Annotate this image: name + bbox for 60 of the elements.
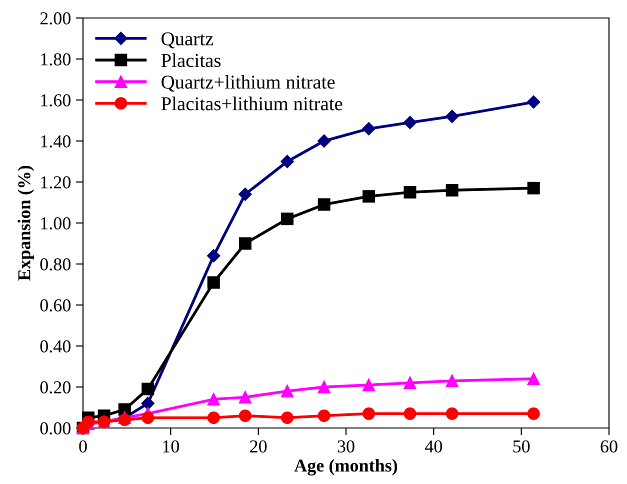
point [446,407,458,420]
point [446,374,458,388]
point [238,409,252,422]
y-tick-label: 2.00 [40,12,71,25]
y-tick-label: 1.60 [41,94,71,107]
x-tick-label: 60 [600,440,618,453]
point [118,414,131,426]
x-tick-label: 0 [79,440,87,453]
y-tick-label: 0.80 [40,258,71,271]
point [238,188,252,201]
point [318,198,330,211]
point [142,382,154,396]
x-tick-label: 20 [250,440,267,453]
point [317,134,331,148]
point [527,372,540,386]
x-tick-label: 10 [163,440,180,453]
point [141,396,154,410]
y-tick-label: 1.80 [41,53,71,66]
point [446,184,458,196]
y-tick-label: 1.40 [41,135,71,148]
y-tick-label: 0.20 [40,381,71,394]
point [403,116,417,130]
point [280,154,294,168]
point [404,376,416,390]
point [207,393,220,406]
point [281,384,294,398]
point [142,412,154,424]
y-tick-label: 1.20 [41,176,71,189]
legend-label: Quartz [162,32,214,48]
point [238,391,252,404]
x-tick-label: 50 [513,440,530,453]
point [281,412,294,424]
legend-label: Placitas+lithium nitrate [161,96,342,110]
point [527,95,540,109]
point [527,407,540,420]
y-tick-label: 0.40 [40,340,71,353]
point [207,276,220,289]
x-axis-title: Age (months) [294,458,398,476]
point [362,190,376,203]
point [404,407,416,420]
point [318,380,330,394]
y-axis-title: Expansion (%) [18,166,34,281]
y-tick-label: 1.00 [41,217,71,230]
y-tick-label: 0.00 [40,422,71,435]
point [404,186,416,198]
point [281,212,294,226]
point [445,110,459,123]
point [238,237,252,250]
point [362,407,376,420]
y-tick-label: 0.60 [40,299,71,312]
x-tick-label: 30 [338,440,354,453]
point [362,378,376,392]
point [318,409,330,422]
legend-label: Placitas [161,53,221,68]
point [207,249,220,262]
point [527,182,540,194]
point [362,122,376,136]
x-tick-label: 40 [424,440,442,453]
point [207,412,220,424]
legend-label: Quartz+lithium nitrate [162,75,335,92]
